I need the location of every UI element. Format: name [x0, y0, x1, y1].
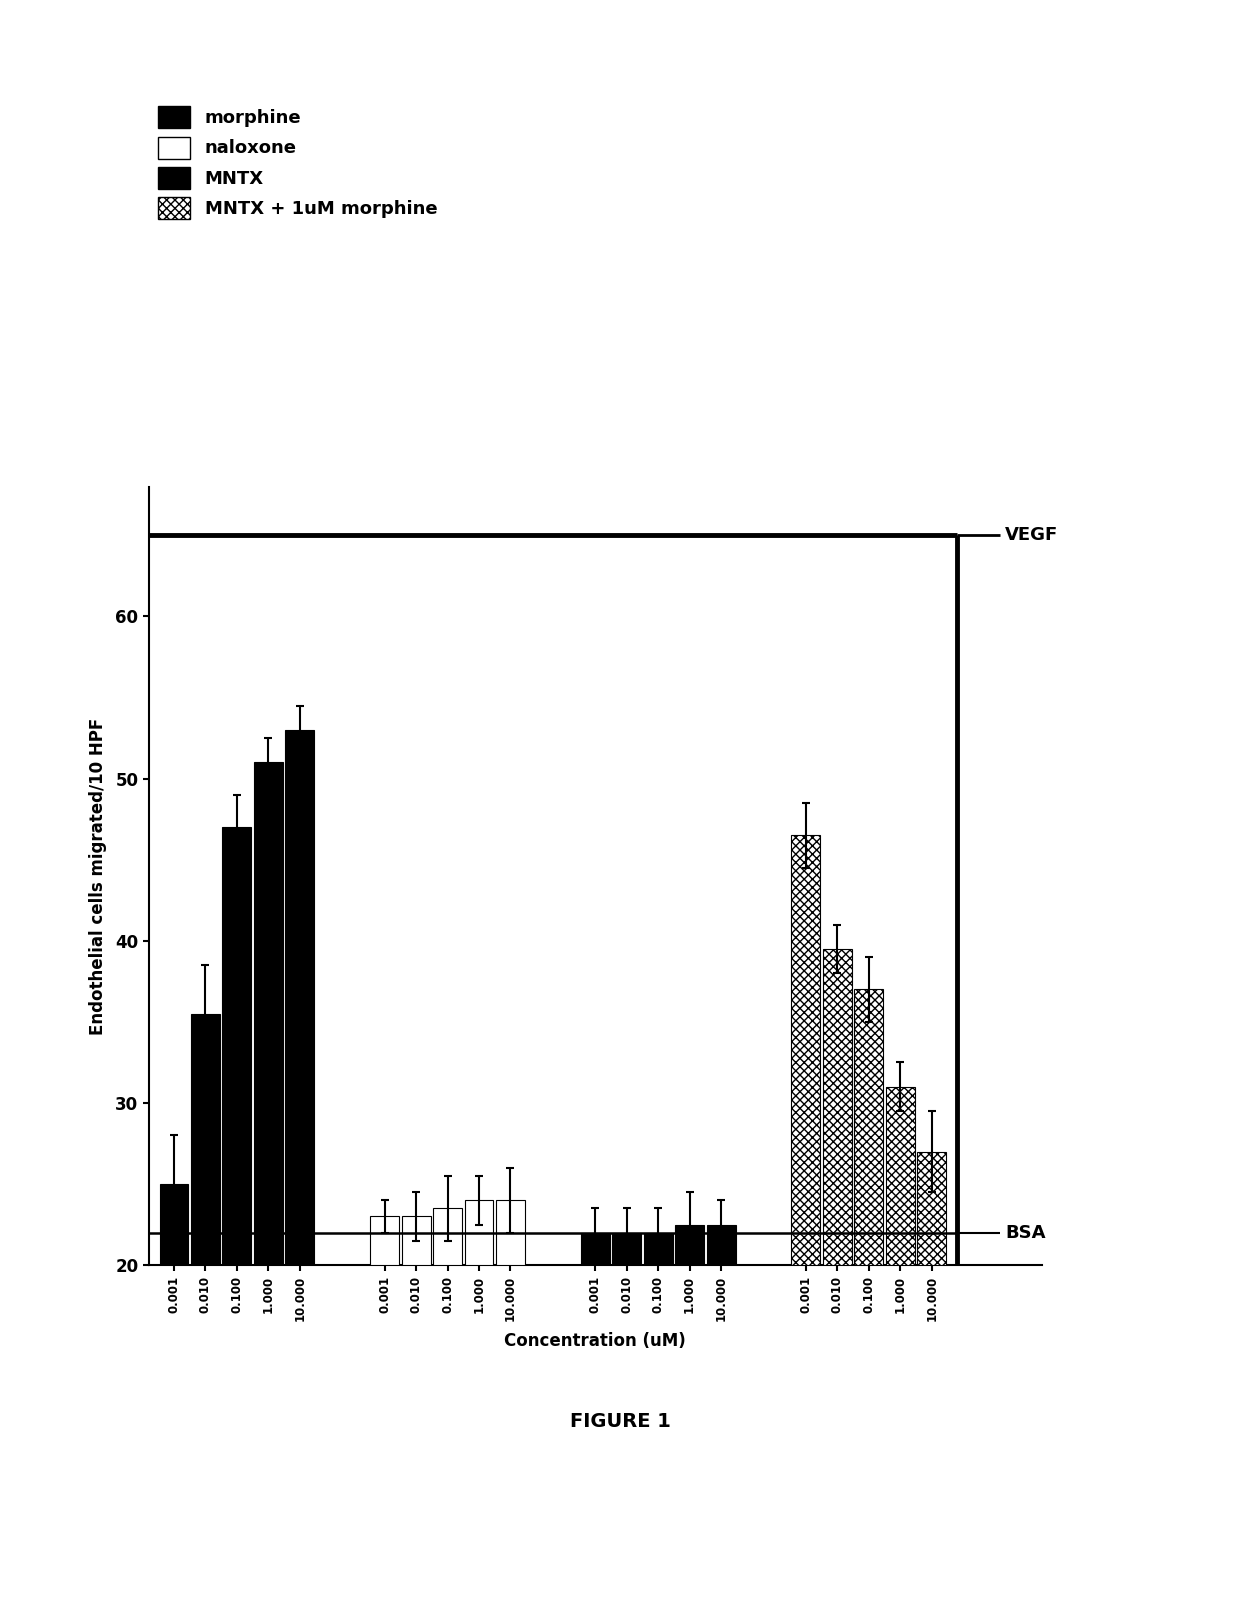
Bar — [370, 1216, 399, 1265]
Bar — [613, 1233, 641, 1265]
Bar — [580, 1233, 610, 1265]
Bar — [222, 827, 252, 1265]
Text: FIGURE 1: FIGURE 1 — [569, 1413, 671, 1431]
Bar — [465, 1200, 494, 1265]
Legend: morphine, naloxone, MNTX, MNTX + 1uM morphine: morphine, naloxone, MNTX, MNTX + 1uM mor… — [157, 107, 438, 219]
Bar — [644, 1233, 672, 1265]
Bar — [402, 1216, 430, 1265]
Bar — [823, 949, 852, 1265]
Bar — [675, 1225, 704, 1265]
Bar — [285, 730, 314, 1265]
Bar — [191, 1014, 219, 1265]
Bar — [160, 1184, 188, 1265]
Bar — [885, 1087, 915, 1265]
Bar — [254, 762, 283, 1265]
Bar — [854, 989, 883, 1265]
Bar — [707, 1225, 735, 1265]
Bar — [791, 835, 821, 1265]
X-axis label: Concentration (uM): Concentration (uM) — [505, 1332, 686, 1350]
Bar — [433, 1208, 463, 1265]
Y-axis label: Endothelial cells migrated/10 HPF: Endothelial cells migrated/10 HPF — [89, 717, 107, 1035]
Bar — [918, 1152, 946, 1265]
Text: VEGF: VEGF — [1006, 526, 1059, 545]
Text: BSA: BSA — [1006, 1223, 1045, 1242]
Bar — [496, 1200, 525, 1265]
